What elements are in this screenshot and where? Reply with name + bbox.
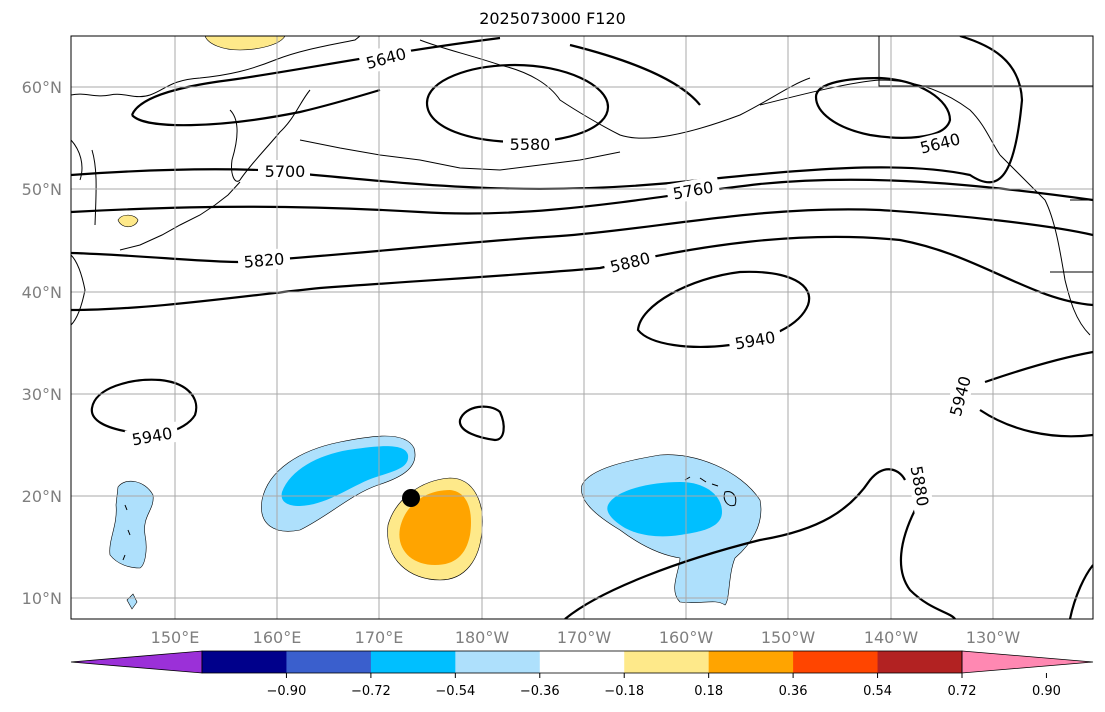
- negative-anomaly-west-inner: [281, 446, 409, 506]
- colorbar-segment: [370, 651, 456, 673]
- coastline-islands-west: [122, 504, 131, 561]
- colorbar-segment: [624, 651, 710, 673]
- contour-5760: [71, 178, 1093, 215]
- border-canada: [878, 36, 1093, 87]
- colorbar-tick-label: 0.36: [779, 684, 808, 699]
- colorbar-segment: [708, 651, 794, 673]
- border-us-canada: [1050, 199, 1093, 273]
- lat-label-40n: 40°N: [22, 283, 62, 302]
- coastline-hawaii: [684, 476, 737, 507]
- colorbar-segment: [793, 651, 879, 673]
- colorbar-tick-label: 0.72: [948, 684, 977, 699]
- contour-labels: 5640 5580 5700 5760 5820 5880 5640 5940 …: [124, 40, 977, 514]
- coastlines: [71, 36, 1093, 561]
- lon-label-180w: 180°W: [455, 628, 510, 647]
- colorbar-outline: [201, 650, 963, 674]
- colorbar-segment: [539, 651, 625, 673]
- coastline-kuril: [119, 181, 241, 251]
- lon-label-170w: 170°W: [557, 628, 612, 647]
- coastline-northwest-america: [999, 154, 1091, 336]
- positive-anomaly-inner: [399, 490, 471, 565]
- coastline-kamchatka: [229, 89, 311, 182]
- contour-label-5580: 5580: [510, 135, 551, 154]
- colorbar-tick-label: 0.90: [1032, 684, 1061, 699]
- contour-5640-west-b: [131, 88, 381, 127]
- colorbar-extend-high: [961, 650, 1094, 674]
- lat-label-10n: 10°N: [22, 589, 62, 608]
- colorbar-tick-label: 0.18: [694, 684, 723, 699]
- coastline-okhotsk: [71, 139, 83, 181]
- lon-label-130w: 130°W: [966, 628, 1021, 647]
- colorbar: −0.90 −0.72 −0.54 −0.36 −0.18 0.18 0.36 0.54 0.7…: [70, 650, 1094, 699]
- colorbar-segment: [202, 651, 287, 673]
- colorbar-tick-label: −0.18: [604, 684, 644, 699]
- positive-anomaly-north: [204, 36, 286, 51]
- colorbar-segment: [877, 651, 963, 673]
- lon-label-170e: 170°E: [355, 628, 404, 647]
- contour-5940-right-b: [979, 409, 1093, 438]
- height-contours: [71, 36, 1093, 619]
- contour-5640-central: [569, 43, 701, 106]
- lon-label-160e: 160°E: [253, 628, 302, 647]
- map-frame: [70, 35, 1094, 620]
- coastline-alaska: [759, 79, 1001, 156]
- contour-label-5820: 5820: [243, 249, 285, 271]
- lat-label-20n: 20°N: [22, 487, 62, 506]
- graticule: [71, 36, 1093, 619]
- longitude-labels: 150°E 160°E 170°E 180°W 170°W 160°W 150°…: [151, 628, 1021, 647]
- lon-label-160w: 160°W: [659, 628, 714, 647]
- lat-label-60n: 60°N: [22, 78, 62, 97]
- contour-5940-small: [458, 405, 505, 442]
- coastline-japan: [71, 254, 86, 326]
- lon-label-150e: 150°E: [151, 628, 200, 647]
- coastline-asia: [71, 36, 361, 98]
- colorbar-tick-label: 0.54: [863, 684, 892, 699]
- coastline-aleutian: [419, 39, 811, 139]
- anomaly-shading: [109, 36, 762, 610]
- contour-5640-east-low: [814, 76, 952, 139]
- contour-5820: [71, 208, 1093, 264]
- contour-5880-corner: [1068, 564, 1093, 619]
- colorbar-tick-label: −0.54: [435, 684, 475, 699]
- contour-5940-west: [90, 378, 198, 437]
- lat-label-50n: 50°N: [22, 180, 62, 199]
- lon-label-140w: 140°W: [864, 628, 919, 647]
- contour-5580-low: [425, 63, 610, 144]
- contour-5700: [71, 36, 1024, 191]
- map-title: 2025073000 F120: [479, 9, 626, 28]
- latitude-labels: 60°N 50°N 40°N 30°N 20°N 10°N: [22, 78, 62, 608]
- coastline-sakhalin: [91, 149, 97, 226]
- colorbar-segment: [455, 651, 541, 673]
- storm-center-dot: [402, 489, 420, 507]
- contour-5640-west: [130, 36, 501, 116]
- colorbar-tick-label: −0.36: [520, 684, 560, 699]
- coastline-aleutian-chain: [299, 139, 621, 171]
- negative-anomaly-far-west: [109, 480, 154, 569]
- contour-5880-south: [564, 468, 906, 619]
- contour-5880-southeast: [899, 509, 956, 619]
- lat-label-30n: 30°N: [22, 385, 62, 404]
- colorbar-extend-low: [70, 650, 203, 674]
- contour-5880: [71, 235, 1093, 312]
- lon-label-150w: 150°W: [761, 628, 816, 647]
- colorbar-segment: [286, 651, 372, 673]
- contour-5940-right: [984, 350, 1093, 384]
- colorbar-tick-label: −0.72: [351, 684, 391, 699]
- colorbar-tick-label: −0.90: [267, 684, 307, 699]
- positive-anomaly-speck: [117, 214, 139, 228]
- contour-label-5700: 5700: [265, 162, 306, 181]
